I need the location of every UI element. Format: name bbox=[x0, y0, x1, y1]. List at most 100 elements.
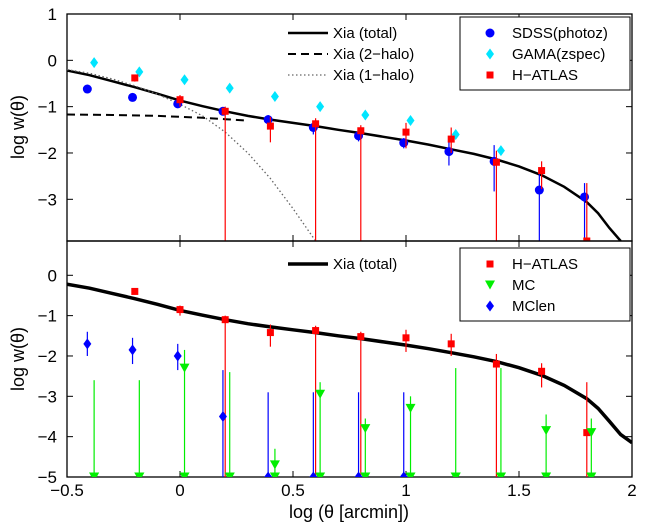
bottom-mc-point bbox=[495, 472, 506, 477]
x-tick-label: −0.5 bbox=[50, 481, 84, 500]
bottom-series-mclen bbox=[83, 331, 408, 477]
top-h-atlas-point bbox=[402, 128, 410, 136]
top-line-xia-total bbox=[67, 69, 622, 241]
bottom-mclen-point bbox=[309, 471, 318, 477]
top-h-atlas-point bbox=[583, 237, 591, 241]
x-tick-label: 1 bbox=[401, 481, 410, 500]
top-gama-zspec-point bbox=[180, 74, 189, 86]
bottom-mclen-point bbox=[354, 471, 363, 477]
bottom-mclen-point bbox=[218, 410, 227, 422]
top-y-tick-label: −1 bbox=[38, 98, 57, 117]
top-h-atlas-point bbox=[492, 158, 500, 166]
top-plot-area bbox=[67, 57, 622, 241]
top-gama-zspec-point bbox=[361, 109, 370, 121]
top-gama-zspec-point bbox=[316, 101, 325, 113]
top-sdss-photoz-point bbox=[534, 185, 544, 195]
bottom-mclen-point bbox=[128, 344, 137, 356]
bottom-mc-point bbox=[450, 472, 461, 477]
bottom-mc-point bbox=[224, 472, 235, 477]
top-legend-label: H−ATLAS bbox=[512, 67, 578, 84]
bottom-h-atlas-point bbox=[266, 329, 274, 337]
top-legend-marker bbox=[486, 71, 494, 79]
top-sdss-photoz-point bbox=[82, 84, 92, 94]
bottom-mclen-point bbox=[399, 471, 408, 477]
bottom-y-axis-label: log w(θ) bbox=[8, 327, 28, 391]
top-legend-top-center: Xia (total) Xia (2−halo) Xia (1−halo) bbox=[288, 25, 414, 84]
bottom-legend-marker bbox=[485, 280, 495, 290]
top-legend-label: GAMA(zspec) bbox=[512, 46, 605, 63]
bottom-mc-point bbox=[315, 389, 326, 399]
bottom-panel: −0.5 0 0.5 1 1.5 2 0 −1 −2 −3 −4 −5 Xia (total) H−ATL… bbox=[38, 240, 637, 500]
bottom-h-atlas-point bbox=[492, 360, 500, 368]
bottom-plot-frame bbox=[66, 240, 633, 478]
bottom-line-xia-total bbox=[67, 282, 632, 445]
top-gama-zspec-point bbox=[90, 57, 99, 69]
bottom-legend-marker bbox=[486, 260, 494, 268]
bottom-mc-point bbox=[269, 472, 280, 477]
bottom-y-tick-label: −3 bbox=[38, 387, 57, 406]
bottom-mc-point bbox=[360, 472, 371, 477]
bottom-mc-point bbox=[405, 472, 416, 477]
top-y-tick-label: −3 bbox=[38, 190, 57, 209]
top-h-atlas-point bbox=[131, 74, 139, 82]
top-y-tick-label: 0 bbox=[48, 51, 57, 70]
top-legend-marker bbox=[486, 48, 494, 60]
top-sdss-photoz-point bbox=[580, 192, 590, 202]
bottom-y-tick-label: −4 bbox=[38, 428, 57, 447]
top-series-h-atlas bbox=[131, 74, 591, 241]
top-legend-top-right: SDSS(photoz) GAMA(zspec) H−ATLAS bbox=[459, 16, 631, 91]
bottom-series-h-atlas bbox=[131, 287, 591, 477]
x-tick-label: 2 bbox=[627, 481, 636, 500]
top-sdss-photoz-point bbox=[399, 138, 409, 148]
bottom-mclen-point bbox=[83, 338, 92, 350]
bottom-mc-point bbox=[541, 426, 552, 436]
bottom-h-atlas-point bbox=[447, 340, 455, 348]
x-tick-label: 0.5 bbox=[281, 481, 305, 500]
bottom-h-atlas-point bbox=[402, 334, 410, 342]
top-sdss-photoz-point bbox=[444, 147, 454, 157]
top-legend-marker bbox=[485, 28, 495, 38]
bottom-h-atlas-point bbox=[538, 367, 546, 375]
top-gama-zspec-point bbox=[270, 90, 279, 102]
bottom-mc-point bbox=[315, 472, 326, 477]
top-y-tick-label: 1 bbox=[48, 5, 57, 24]
top-sdss-photoz-point bbox=[128, 92, 138, 102]
top-legend-label: Xia (total) bbox=[333, 25, 397, 42]
top-line-xia-1-halo bbox=[67, 68, 317, 241]
bottom-y-tick-label: 0 bbox=[48, 266, 57, 285]
bottom-mc-point bbox=[541, 472, 552, 477]
top-legend-label: Xia (2−halo) bbox=[333, 46, 414, 63]
top-h-atlas-point bbox=[176, 96, 184, 104]
bottom-mc-point bbox=[586, 472, 597, 477]
top-h-atlas-point bbox=[312, 120, 320, 128]
top-gama-zspec-point bbox=[406, 115, 415, 127]
top-series-gama-zspec bbox=[90, 57, 505, 157]
bottom-mc-point bbox=[134, 472, 145, 477]
bottom-mc-point bbox=[89, 472, 100, 477]
top-y-tick-label: −2 bbox=[38, 144, 57, 163]
top-h-atlas-point bbox=[357, 127, 365, 135]
bottom-legend-label: MClen bbox=[512, 298, 555, 315]
top-gama-zspec-point bbox=[225, 82, 234, 94]
bottom-h-atlas-point bbox=[221, 316, 229, 324]
bottom-legend-marker bbox=[486, 300, 494, 312]
bottom-series-mc bbox=[89, 349, 597, 477]
top-legend-label: SDSS(photoz) bbox=[512, 25, 608, 42]
bottom-y-tick-label: −5 bbox=[38, 468, 57, 487]
x-tick-label: 0 bbox=[175, 481, 184, 500]
top-h-atlas-point bbox=[221, 107, 229, 115]
bottom-h-atlas-point bbox=[176, 306, 184, 314]
bottom-h-atlas-point bbox=[357, 333, 365, 341]
bottom-mc-point bbox=[179, 472, 190, 477]
bottom-h-atlas-point bbox=[312, 327, 320, 335]
top-line-xia-2-halo bbox=[67, 113, 248, 122]
top-legend-label: Xia (1−halo) bbox=[333, 67, 414, 84]
bottom-mclen-point bbox=[264, 471, 273, 477]
x-tick-label: 1.5 bbox=[507, 481, 531, 500]
bottom-y-tick-label: −2 bbox=[38, 347, 57, 366]
top-h-atlas-point bbox=[266, 122, 274, 130]
top-gama-zspec-point bbox=[496, 145, 505, 157]
bottom-mc-point bbox=[269, 460, 280, 470]
bottom-mc-point bbox=[586, 428, 597, 438]
